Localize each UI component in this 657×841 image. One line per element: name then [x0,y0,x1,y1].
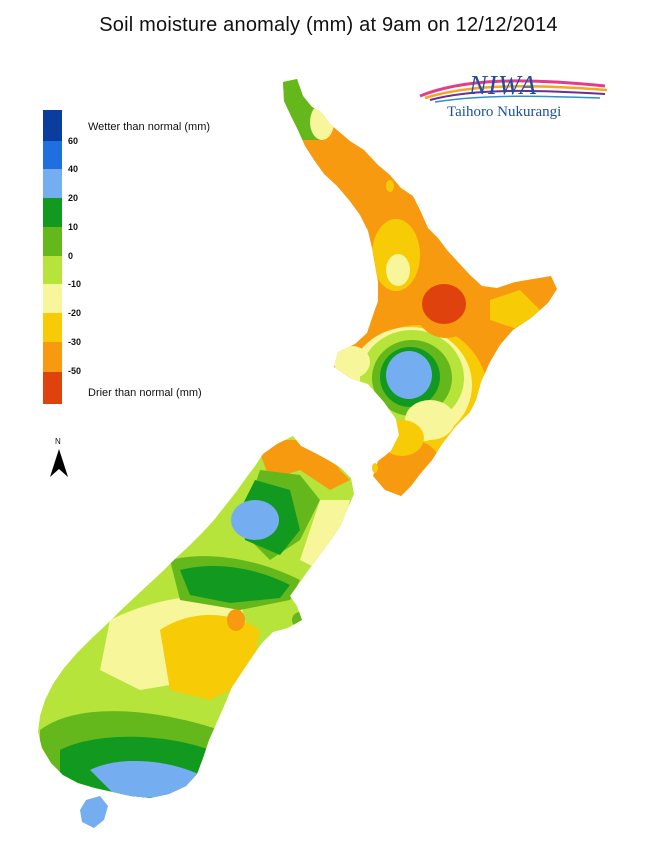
logo-swoosh-icon [419,79,608,103]
north-arrow: N [48,437,70,483]
legend-swatch [43,372,62,404]
map-title: Soil moisture anomaly (mm) at 9am on 12/… [99,14,558,36]
legend-swatch [43,110,62,141]
legend-drier-label: Drier than normal (mm) [88,387,202,399]
legend: 60 40 20 10 0 -10 -20 -30 -50 Wetter tha… [43,110,283,410]
legend-swatch [43,313,62,342]
logo-subtitle: Taihoro Nukurangi [447,104,562,120]
legend-wetter-label: Wetter than normal (mm) [88,121,211,133]
legend-tick: -20 [68,308,82,318]
legend-tick: 10 [68,222,79,232]
kapiti-island [372,463,378,473]
legend-tick: 0 [68,251,74,261]
legend-swatch [43,256,62,284]
niwa-logo: NIWA Taihoro Nukurangi [415,66,615,130]
north-arrow-icon [50,449,68,477]
great-barrier-island [386,180,394,192]
legend-tick: 40 [68,164,79,174]
north-island [283,79,557,496]
south-island [38,436,354,798]
legend-tick: 20 [68,193,79,203]
legend-tick: -50 [68,366,82,376]
legend-tick: -30 [68,337,82,347]
legend-swatch [43,198,62,227]
legend-swatch [43,342,62,372]
stewart-island [80,796,108,828]
north-label: N [55,437,61,446]
legend-swatch [43,141,62,169]
legend-swatch [43,169,62,198]
logo-brand: NIWA [469,70,538,100]
legend-swatch [43,284,62,313]
legend-swatch [43,227,62,256]
legend-tick: -10 [68,279,82,289]
legend-tick: 60 [68,136,79,146]
